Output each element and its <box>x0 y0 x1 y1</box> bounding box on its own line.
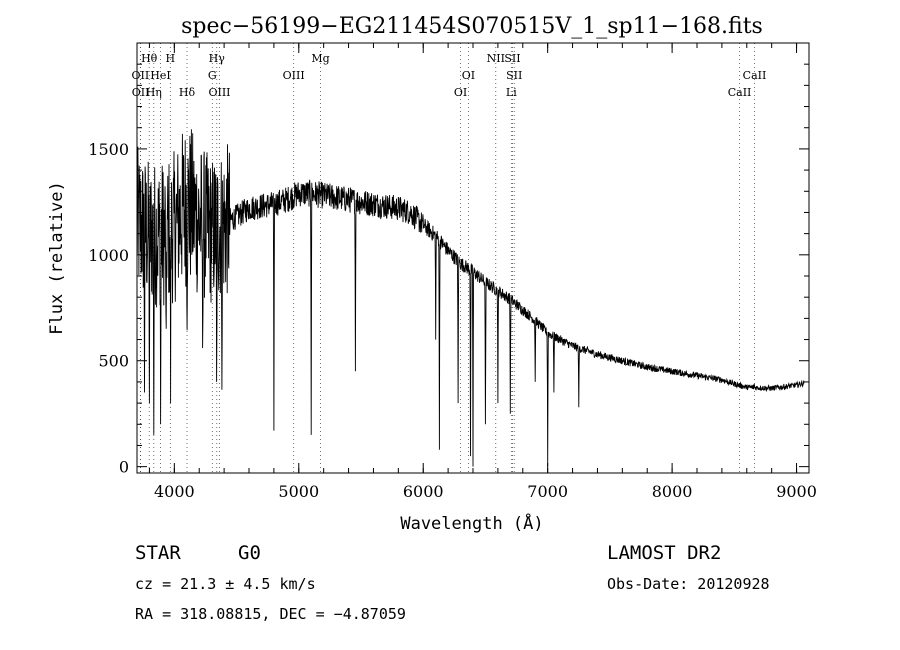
spectral-line-label: Mg <box>311 52 329 65</box>
spectral-line-label: Hθ <box>141 52 158 65</box>
x-tick-label: 9000 <box>776 482 817 501</box>
chart-title: spec−56199−EG211454S070515V_1_sp11−168.f… <box>181 14 763 39</box>
x-axis-label: Wavelength (Å) <box>400 512 543 534</box>
spectral-line-label: NII <box>487 52 505 65</box>
spectral-line-label: G <box>208 69 217 82</box>
x-tick-label: 8000 <box>652 482 693 501</box>
y-tick-label: 1000 <box>88 246 129 265</box>
spectral-line-label: CaII <box>743 69 767 82</box>
y-axis-ticks: 0 500 1000 1500 <box>88 63 809 477</box>
spectral-line-label: Hη <box>146 86 162 99</box>
x-tick-label: 4000 <box>154 482 195 501</box>
spectral-line-label: OII <box>132 86 150 99</box>
spectral-line-label: OII <box>132 69 150 82</box>
spectral-line-label: OIII <box>283 69 305 82</box>
y-axis-label: Flux (relative) <box>47 181 67 335</box>
object-subclass: G0 <box>238 542 261 564</box>
spectral-line-label: OI <box>454 86 467 99</box>
survey-name: LAMOST DR2 <box>607 542 721 564</box>
spectral-line-label: Hγ <box>209 52 226 65</box>
spectral-line-label: Hδ <box>179 86 196 99</box>
x-axis-ticks: 4000 5000 6000 7000 8000 9000 <box>148 43 817 501</box>
spectral-line-markers <box>139 43 755 473</box>
x-tick-label: 6000 <box>403 482 444 501</box>
spectrum-line <box>136 129 805 467</box>
spectral-line-label: HeI <box>150 69 170 82</box>
spectral-line-label: H <box>166 52 176 65</box>
spectral-line-label: SII <box>504 52 520 65</box>
spectral-line-label: OIII <box>208 86 230 99</box>
coordinates-text: RA = 318.08815, DEC = −4.87059 <box>135 605 406 623</box>
obs-date-text: Obs-Date: 20120928 <box>607 575 770 593</box>
x-tick-label: 5000 <box>278 482 319 501</box>
y-tick-label: 1500 <box>88 140 129 159</box>
object-class: STAR <box>135 542 181 564</box>
spectral-line-label: CaII <box>728 86 752 99</box>
y-tick-label: 500 <box>98 352 129 371</box>
y-tick-label: 0 <box>119 458 129 477</box>
spectral-line-label: SII <box>506 69 522 82</box>
x-tick-label: 7000 <box>527 482 568 501</box>
redshift-text: cz = 21.3 ± 4.5 km/s <box>135 575 316 593</box>
spectral-line-label: Li <box>506 86 517 99</box>
spectral-line-label: OI <box>462 69 475 82</box>
